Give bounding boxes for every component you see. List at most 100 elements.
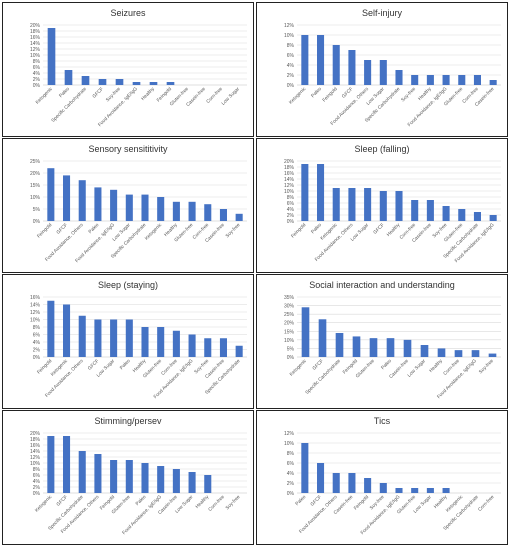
bar: [301, 443, 309, 493]
bar: [348, 473, 356, 493]
bar: [125, 194, 133, 221]
x-tick-label: Soy-free: [478, 358, 495, 375]
y-tick-label: 10%: [284, 441, 295, 447]
bar: [426, 488, 434, 493]
bar: [403, 339, 412, 357]
y-tick-label: 18%: [30, 29, 41, 35]
bar: [488, 353, 497, 357]
bar: [458, 75, 466, 85]
bar: [47, 300, 55, 357]
bar: [442, 75, 450, 85]
bar: [64, 70, 73, 85]
y-tick-label: 6%: [33, 473, 41, 479]
bar: [395, 488, 403, 493]
bar: [47, 436, 55, 493]
bar: [395, 70, 403, 85]
y-tick-label: 20%: [30, 431, 41, 437]
bar: [188, 334, 196, 357]
bar: [473, 75, 481, 85]
y-tick-label: 20%: [284, 321, 295, 327]
bar: [141, 194, 149, 221]
x-tick-label: Feingold: [342, 358, 359, 375]
y-tick-label: 4%: [287, 207, 295, 213]
y-tick-label: 18%: [284, 165, 295, 171]
y-tick-label: 30%: [284, 304, 295, 310]
bar: [149, 82, 158, 85]
y-tick-label: 15%: [30, 183, 41, 189]
y-tick-label: 2%: [287, 481, 295, 487]
bar: [63, 175, 71, 221]
y-tick-label: 4%: [287, 63, 295, 69]
x-tick-label: Healthy: [163, 222, 179, 238]
y-tick-label: 20%: [284, 159, 295, 165]
x-tick-label: Corn-free: [477, 494, 496, 513]
x-tick-label: GFCF: [87, 358, 101, 372]
y-tick-label: 8%: [287, 195, 295, 201]
bar: [204, 475, 212, 493]
y-tick-label: 2%: [287, 73, 295, 79]
y-tick-label: 4%: [33, 340, 41, 346]
bar: [473, 212, 481, 221]
y-tick-label: 5%: [287, 346, 295, 352]
bar: [364, 60, 372, 85]
y-tick-label: 14%: [30, 41, 41, 47]
y-tick-label: 14%: [284, 177, 295, 183]
x-tick-label: Healthy: [132, 358, 148, 374]
bar: [369, 338, 378, 357]
chart-title: Stimming/persev: [94, 416, 162, 426]
bar: [348, 50, 356, 85]
chart-title: Sleep (staying): [97, 280, 159, 290]
bar: [63, 436, 71, 493]
bar: [63, 304, 71, 357]
y-tick-label: 25%: [284, 312, 295, 318]
bar: [172, 469, 180, 493]
y-tick-label: 10%: [284, 338, 295, 344]
y-tick-label: 0%: [287, 355, 295, 361]
y-tick-label: 16%: [30, 35, 41, 41]
x-tick-label: Paleo: [310, 86, 323, 99]
bar: [81, 76, 90, 85]
bar: [219, 209, 227, 221]
bar: [411, 75, 419, 85]
y-tick-label: 12%: [284, 183, 295, 189]
bar-chart-svg: 0%5%10%15%20%25%30%35%Ketogenic GFCFSpeci…: [284, 295, 501, 400]
y-tick-label: 2%: [33, 485, 41, 491]
bar: [489, 215, 497, 221]
y-tick-label: 4%: [33, 71, 41, 77]
bar: [426, 200, 434, 221]
bar: [317, 463, 325, 493]
x-tick-label: GFCF: [309, 494, 323, 508]
y-tick-label: 20%: [30, 23, 41, 29]
x-tick-label: Paleo: [119, 358, 132, 371]
bar: [301, 35, 309, 85]
bar: [379, 191, 387, 221]
bar: [437, 348, 446, 357]
bar: [332, 473, 340, 493]
y-tick-label: 35%: [284, 295, 295, 301]
bar: [204, 204, 212, 221]
bar: [317, 35, 325, 85]
y-tick-label: 10%: [30, 195, 41, 201]
chart-title: Sensory sensititivity: [88, 144, 168, 154]
y-tick-label: 15%: [284, 329, 295, 335]
chart-panel-3: Sensory sensititivity 0% 5% 10% 15% 20% 25% Fei…: [2, 138, 254, 273]
y-tick-label: 25%: [30, 159, 41, 165]
bar: [442, 206, 450, 221]
y-tick-label: 12%: [30, 310, 41, 316]
y-tick-label: 12%: [284, 23, 295, 29]
x-tick-label: Paleo: [58, 86, 71, 99]
x-tick-label: Healthy: [417, 86, 433, 102]
bar: [442, 488, 450, 493]
x-tick-label: Soy-free: [224, 222, 241, 239]
bar: [235, 345, 243, 357]
bar: [379, 60, 387, 85]
bar: [47, 168, 55, 221]
bar: [219, 338, 227, 357]
x-tick-label: Healthy: [433, 494, 449, 510]
bar: [172, 201, 180, 221]
bar: [332, 45, 340, 85]
bar: [395, 191, 403, 221]
bar: [204, 338, 212, 357]
bar: [157, 327, 165, 357]
y-tick-label: 0%: [33, 83, 41, 89]
